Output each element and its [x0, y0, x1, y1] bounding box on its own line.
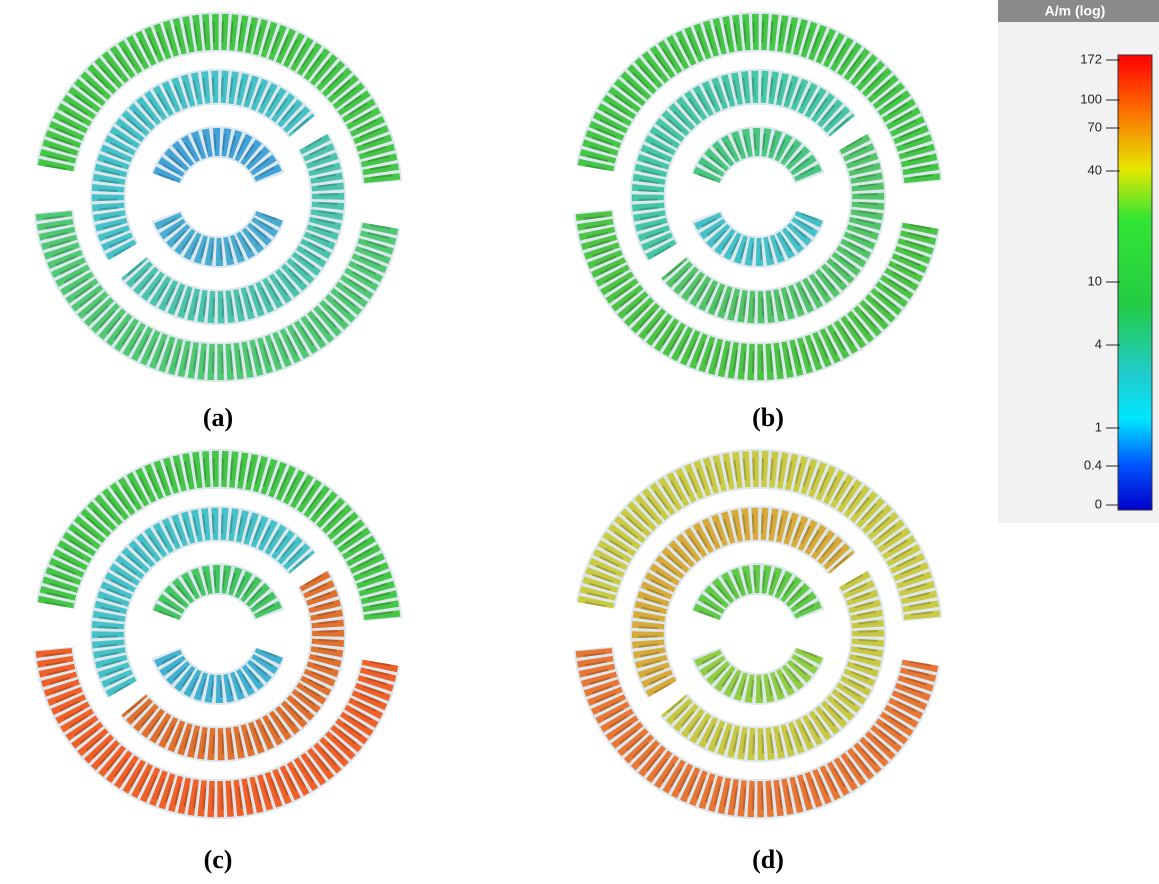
current-panel [594, 469, 923, 799]
tick-label: 172 [1080, 51, 1102, 66]
tick-label: 0.4 [1084, 457, 1102, 472]
current-panel [54, 32, 383, 362]
panel-label: (b) [752, 403, 784, 432]
panel-label: (c) [204, 845, 233, 874]
tick-label: 1 [1095, 419, 1102, 434]
colorbar-panel: A/m (log) [998, 0, 1159, 523]
tick-label: 10 [1088, 273, 1102, 288]
tick-label: 4 [1095, 336, 1102, 351]
tick-label: 100 [1080, 91, 1102, 106]
figure: (a) (b) (c) (d) A/m (log) 17210070401041… [0, 0, 1159, 884]
current-panel [594, 32, 923, 362]
colorbar-title: A/m (log) [1045, 3, 1106, 19]
colorbar [1118, 55, 1152, 510]
panel-label: (d) [752, 845, 784, 874]
panels [54, 32, 923, 799]
current-panel [54, 469, 383, 799]
tick-label: 70 [1088, 119, 1102, 134]
panel-label: (a) [203, 403, 233, 432]
tick-label: 40 [1088, 162, 1102, 177]
tick-label: 0 [1095, 496, 1102, 511]
